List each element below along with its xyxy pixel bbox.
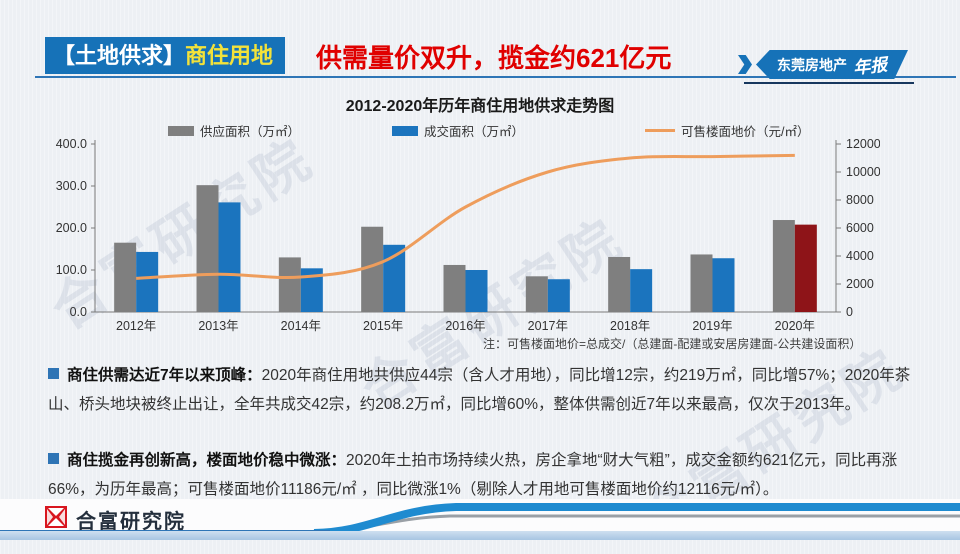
- right-tick-label: 0: [846, 305, 853, 319]
- right-tick-label: 8000: [846, 193, 874, 207]
- right-tick-label: 2000: [846, 277, 874, 291]
- deal-bar-2015年: [383, 244, 406, 312]
- right-tick-label: 4000: [846, 249, 874, 263]
- supply-bar-2018年: [608, 256, 631, 312]
- right-tick-label: 12000: [846, 137, 880, 151]
- slide: 合富研究院 合富研究院 合富研究院 【土地供求】商住用地 供需量价双升，揽金约6…: [0, 37, 960, 551]
- price-line-swatch-icon: [645, 129, 675, 132]
- bullet-1-body: 2020年商住用地共供应44宗（含人才用地），同比增12宗，约219万㎡，同比增…: [48, 367, 911, 413]
- category-label: 2012年: [116, 319, 156, 333]
- left-tick-label: 0.0: [70, 305, 87, 319]
- supply-bar-2020年: [772, 220, 795, 312]
- section-title-type: 商住用地: [185, 43, 274, 68]
- badge-chevron-icon: [738, 55, 752, 74]
- category-label: 2018年: [610, 319, 650, 333]
- chart-note: 注：可售楼面地价=总成交/（总建面-配建或安居房建面-公共建设面积）: [483, 337, 862, 351]
- chart-title: 2012-2020年历年商住用地供求走势图: [345, 98, 615, 115]
- category-label: 2015年: [363, 319, 403, 333]
- header-divider: [35, 76, 956, 78]
- bullet-square-icon: [48, 453, 59, 464]
- supply-demand-chart: 0.0 100.0 200.0 300.0 400.0 0 2000 4000 6000 8000…: [56, 137, 880, 333]
- left-tick-label: 400.0: [56, 137, 87, 151]
- bullet-square-icon: [48, 368, 59, 379]
- category-label: 2019年: [692, 319, 732, 333]
- footer-brand: 合富研究院: [76, 511, 186, 533]
- deal-bar-2016年: [465, 270, 488, 312]
- category-label: 2020年: [775, 319, 815, 333]
- deal-bar-2018年: [630, 269, 653, 312]
- legend-label: 可售楼面地价（元/㎡）: [681, 125, 810, 139]
- badge-script-text: 年报: [852, 55, 889, 79]
- supply-bar-2014年: [278, 257, 301, 312]
- category-label: 2014年: [281, 319, 321, 333]
- bullet-2: 商住揽金再创新高，楼面地价稳中微涨：2020年土拍市场持续火热，房企拿地“财大气…: [48, 447, 936, 504]
- left-tick-label: 200.0: [56, 221, 87, 235]
- supply-bar-2016年: [443, 264, 466, 312]
- supply-bar-2019年: [690, 254, 713, 312]
- report-badge: 东莞房地产 年报: [756, 50, 908, 79]
- category-label: 2017年: [528, 319, 568, 333]
- deal-bar-2020年: [794, 224, 817, 312]
- bullet-2-lead: 商住揽金再创新高，楼面地价稳中微涨：: [67, 452, 347, 469]
- bullet-2-body: 2020年土拍市场持续火热，房企拿地“财大气粗”，成交金额约621亿元，同比再涨…: [48, 452, 898, 498]
- deal-bar-2017年: [547, 279, 570, 312]
- legend-item-supply: 供应面积（万㎡）: [168, 121, 300, 140]
- left-tick-label: 100.0: [56, 263, 87, 277]
- legend-item-deal: 成交面积（万㎡）: [392, 121, 524, 140]
- supply-bar-2015年: [361, 226, 384, 312]
- badge-underline: [744, 82, 914, 84]
- bottom-bar: [0, 531, 960, 540]
- category-label: 2013年: [198, 319, 238, 333]
- supply-bar-2013年: [196, 185, 219, 312]
- deal-bar-2012年: [136, 251, 159, 312]
- left-tick-label: 300.0: [56, 179, 87, 193]
- hopefluent-logo-icon: [45, 506, 67, 528]
- legend-label: 供应面积（万㎡）: [200, 125, 301, 139]
- supply-swatch-icon: [168, 125, 194, 136]
- footer-swoosh-graphic: [313, 503, 960, 536]
- badge-text: 东莞房地产: [777, 56, 847, 73]
- legend-label: 成交面积（万㎡）: [424, 125, 525, 139]
- section-title-bracket: 【土地供求】: [53, 43, 186, 68]
- legend-item-price: 可售楼面地价（元/㎡）: [645, 121, 809, 140]
- bullet-1: 商住供需达近7年以来顶峰：2020年商住用地共供应44宗（含人才用地），同比增1…: [48, 362, 936, 419]
- supply-bar-2012年: [114, 242, 137, 312]
- supply-bar-2017年: [525, 276, 548, 312]
- deal-bar-2013年: [218, 202, 241, 312]
- deal-bar-2019年: [712, 258, 735, 312]
- right-tick-label: 6000: [846, 221, 874, 235]
- price-line: [136, 153, 795, 280]
- bullet-1-lead: 商住供需达近7年以来顶峰：: [67, 367, 262, 384]
- category-label: 2016年: [445, 319, 485, 333]
- page-headline: 供需量价双升，揽金约621亿元: [316, 43, 672, 73]
- section-title-box: 【土地供求】商住用地: [45, 37, 286, 74]
- right-tick-label: 10000: [846, 165, 880, 179]
- deal-bar-2014年: [300, 268, 323, 312]
- deal-swatch-icon: [392, 125, 418, 136]
